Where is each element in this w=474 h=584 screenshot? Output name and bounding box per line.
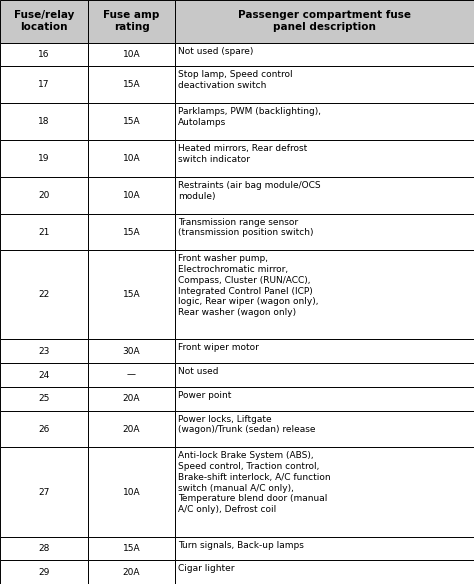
Bar: [88, 387, 175, 411]
Text: Front wiper motor: Front wiper motor: [178, 343, 259, 353]
Bar: [0, 537, 88, 560]
Bar: [0, 560, 88, 584]
Text: 10A: 10A: [123, 154, 140, 163]
Text: 27: 27: [38, 488, 49, 496]
Text: 28: 28: [38, 544, 49, 553]
Text: 15A: 15A: [123, 290, 140, 300]
Bar: [175, 43, 474, 67]
Bar: [175, 339, 474, 363]
Text: Not used (spare): Not used (spare): [178, 47, 254, 55]
Text: 17: 17: [38, 81, 50, 89]
Bar: [175, 363, 474, 387]
Bar: [88, 0, 175, 43]
Text: 15A: 15A: [123, 81, 140, 89]
Text: Fuse amp
rating: Fuse amp rating: [103, 11, 160, 32]
Bar: [0, 140, 88, 177]
Bar: [88, 214, 175, 251]
Bar: [0, 214, 88, 251]
Bar: [0, 339, 88, 363]
Bar: [88, 67, 175, 103]
Text: 10A: 10A: [123, 488, 140, 496]
Text: 15A: 15A: [123, 228, 140, 237]
Text: 20A: 20A: [123, 568, 140, 576]
Text: Front washer pump,
Electrochromatic mirror,
Compass, Cluster (RUN/ACC),
Integrat: Front washer pump, Electrochromatic mirr…: [178, 255, 319, 317]
Text: 15A: 15A: [123, 117, 140, 126]
Bar: [0, 363, 88, 387]
Text: Restraints (air bag module/OCS
module): Restraints (air bag module/OCS module): [178, 181, 321, 201]
Bar: [175, 411, 474, 447]
Bar: [175, 251, 474, 339]
Bar: [175, 67, 474, 103]
Text: Power point: Power point: [178, 391, 232, 400]
Text: Heated mirrors, Rear defrost
switch indicator: Heated mirrors, Rear defrost switch indi…: [178, 144, 308, 164]
Text: 21: 21: [38, 228, 49, 237]
Text: Fuse/relay
location: Fuse/relay location: [14, 11, 74, 32]
Bar: [175, 0, 474, 43]
Text: 25: 25: [38, 394, 49, 404]
Bar: [88, 363, 175, 387]
Text: 10A: 10A: [123, 50, 140, 59]
Bar: [88, 560, 175, 584]
Bar: [0, 411, 88, 447]
Text: 16: 16: [38, 50, 50, 59]
Bar: [88, 103, 175, 140]
Text: 24: 24: [38, 371, 49, 380]
Text: 10A: 10A: [123, 191, 140, 200]
Text: Cigar lighter: Cigar lighter: [178, 564, 235, 573]
Text: 18: 18: [38, 117, 50, 126]
Bar: [0, 177, 88, 214]
Bar: [88, 339, 175, 363]
Text: 30A: 30A: [123, 347, 140, 356]
Bar: [175, 560, 474, 584]
Bar: [175, 387, 474, 411]
Bar: [88, 447, 175, 537]
Bar: [175, 537, 474, 560]
Bar: [0, 251, 88, 339]
Bar: [88, 43, 175, 67]
Text: 22: 22: [38, 290, 49, 300]
Bar: [175, 103, 474, 140]
Text: Turn signals, Back-up lamps: Turn signals, Back-up lamps: [178, 541, 304, 550]
Text: Not used: Not used: [178, 367, 219, 376]
Text: 20: 20: [38, 191, 49, 200]
Text: Transmission range sensor
(transmission position switch): Transmission range sensor (transmission …: [178, 218, 314, 238]
Bar: [0, 447, 88, 537]
Text: Anti-lock Brake System (ABS),
Speed control, Traction control,
Brake-shift inter: Anti-lock Brake System (ABS), Speed cont…: [178, 451, 331, 515]
Bar: [0, 387, 88, 411]
Text: 20A: 20A: [123, 394, 140, 404]
Bar: [0, 43, 88, 67]
Bar: [175, 140, 474, 177]
Text: Parklamps, PWM (backlighting),
Autolamps: Parklamps, PWM (backlighting), Autolamps: [178, 107, 321, 127]
Text: 26: 26: [38, 425, 49, 433]
Bar: [88, 251, 175, 339]
Text: Stop lamp, Speed control
deactivation switch: Stop lamp, Speed control deactivation sw…: [178, 71, 293, 90]
Bar: [88, 411, 175, 447]
Text: 23: 23: [38, 347, 49, 356]
Bar: [88, 177, 175, 214]
Bar: [0, 67, 88, 103]
Bar: [175, 447, 474, 537]
Text: 20A: 20A: [123, 425, 140, 433]
Bar: [0, 0, 88, 43]
Text: Passenger compartment fuse
panel description: Passenger compartment fuse panel descrip…: [238, 11, 411, 32]
Text: 15A: 15A: [123, 544, 140, 553]
Bar: [88, 537, 175, 560]
Text: 29: 29: [38, 568, 49, 576]
Text: 19: 19: [38, 154, 50, 163]
Text: Power locks, Liftgate
(wagon)/Trunk (sedan) release: Power locks, Liftgate (wagon)/Trunk (sed…: [178, 415, 316, 434]
Bar: [0, 103, 88, 140]
Text: —: —: [127, 371, 136, 380]
Bar: [175, 177, 474, 214]
Bar: [88, 140, 175, 177]
Bar: [175, 214, 474, 251]
